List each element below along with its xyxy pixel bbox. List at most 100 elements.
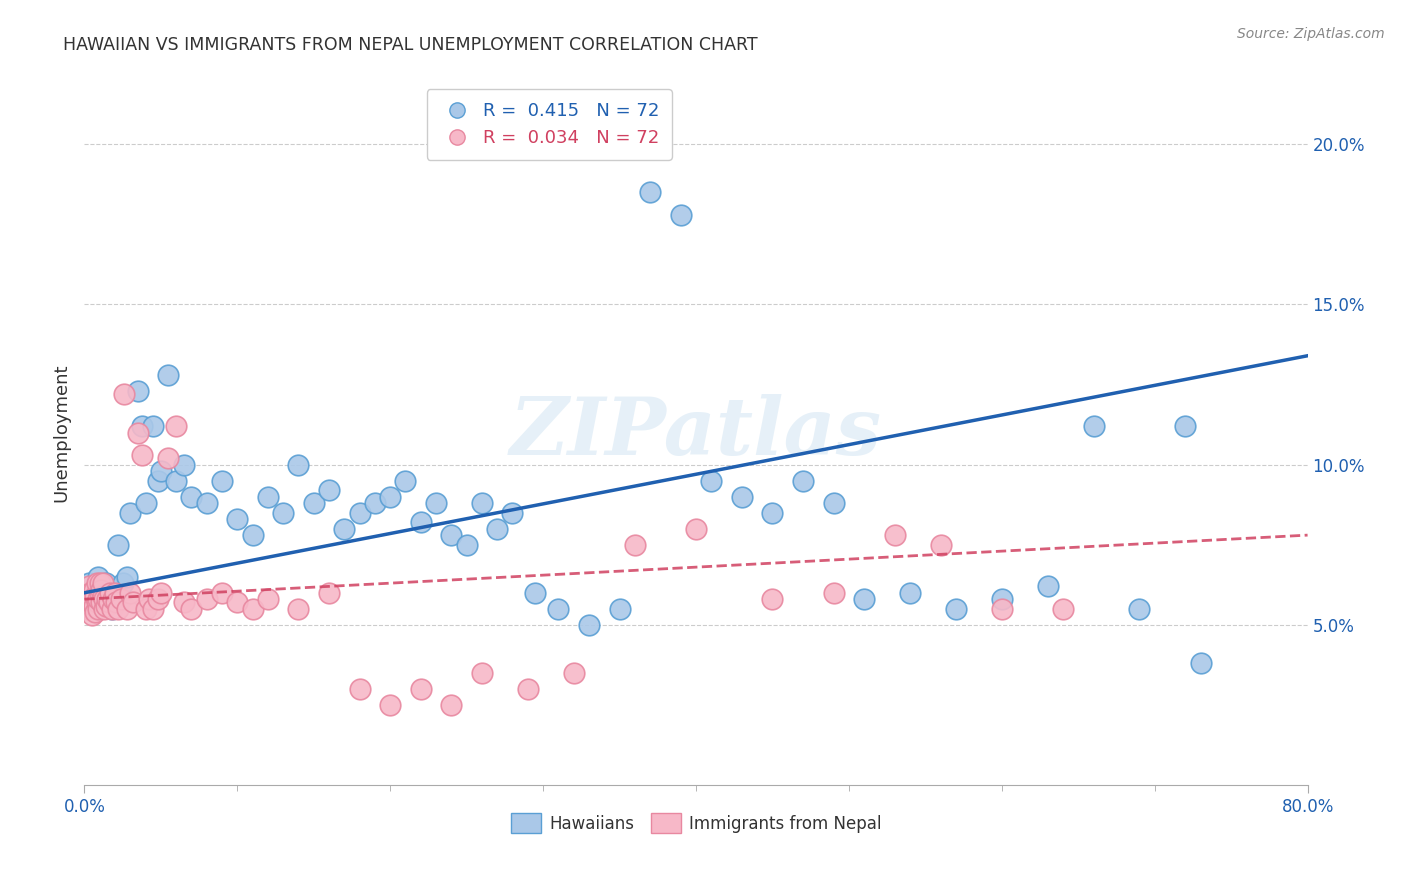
Point xyxy=(731,490,754,504)
Point xyxy=(120,586,142,600)
Point xyxy=(97,595,120,609)
Point xyxy=(142,601,165,615)
Point xyxy=(110,592,132,607)
Point xyxy=(75,592,97,607)
Point xyxy=(104,586,127,600)
Point xyxy=(257,592,280,607)
Point xyxy=(425,496,447,510)
Point xyxy=(180,601,202,615)
Point xyxy=(80,608,103,623)
Point xyxy=(96,592,118,607)
Point xyxy=(146,474,169,488)
Point xyxy=(142,419,165,434)
Point xyxy=(1036,579,1059,593)
Legend: Hawaiians, Immigrants from Nepal: Hawaiians, Immigrants from Nepal xyxy=(503,806,889,840)
Point xyxy=(101,601,124,615)
Point xyxy=(883,528,905,542)
Point xyxy=(364,496,387,510)
Point xyxy=(440,528,463,542)
Point xyxy=(349,681,371,696)
Point xyxy=(83,582,105,597)
Point xyxy=(898,586,921,600)
Point xyxy=(165,474,187,488)
Point xyxy=(87,601,110,615)
Point xyxy=(157,368,180,382)
Point xyxy=(87,592,110,607)
Point xyxy=(84,595,107,609)
Point xyxy=(86,595,108,609)
Point xyxy=(318,586,340,600)
Point xyxy=(609,601,631,615)
Point xyxy=(165,419,187,434)
Point xyxy=(146,592,169,607)
Point xyxy=(157,451,180,466)
Point xyxy=(115,570,138,584)
Point xyxy=(131,419,153,434)
Point xyxy=(195,496,218,510)
Point xyxy=(94,599,117,613)
Point xyxy=(761,592,783,607)
Point xyxy=(823,496,845,510)
Point xyxy=(823,586,845,600)
Point xyxy=(97,586,120,600)
Point xyxy=(135,601,157,615)
Point xyxy=(318,483,340,498)
Text: ZIPatlas: ZIPatlas xyxy=(510,394,882,471)
Point xyxy=(700,474,723,488)
Point xyxy=(89,576,111,591)
Point xyxy=(96,595,118,609)
Point xyxy=(127,425,149,440)
Point xyxy=(91,576,114,591)
Point xyxy=(77,579,100,593)
Point xyxy=(440,698,463,712)
Point xyxy=(287,458,309,472)
Point xyxy=(111,576,134,591)
Point xyxy=(471,665,494,680)
Point xyxy=(669,208,692,222)
Point xyxy=(945,601,967,615)
Point xyxy=(685,522,707,536)
Y-axis label: Unemployment: Unemployment xyxy=(52,363,70,502)
Point xyxy=(173,595,195,609)
Point xyxy=(94,576,117,591)
Point xyxy=(562,665,585,680)
Point xyxy=(502,506,524,520)
Point xyxy=(103,592,125,607)
Point xyxy=(86,576,108,591)
Point xyxy=(149,586,172,600)
Point xyxy=(91,589,114,603)
Point xyxy=(180,490,202,504)
Point xyxy=(333,522,356,536)
Point xyxy=(89,592,111,607)
Point xyxy=(792,474,814,488)
Point xyxy=(93,601,115,615)
Point xyxy=(929,538,952,552)
Point xyxy=(98,586,121,600)
Point xyxy=(1052,601,1074,615)
Point xyxy=(86,579,108,593)
Point xyxy=(76,586,98,600)
Point xyxy=(83,601,105,615)
Point xyxy=(149,464,172,478)
Point xyxy=(77,576,100,591)
Point xyxy=(853,592,876,607)
Point xyxy=(380,698,402,712)
Point xyxy=(79,601,101,615)
Point xyxy=(84,605,107,619)
Point xyxy=(271,506,294,520)
Point xyxy=(79,592,101,607)
Point xyxy=(173,458,195,472)
Point xyxy=(471,496,494,510)
Point xyxy=(138,592,160,607)
Point xyxy=(101,601,124,615)
Point xyxy=(1189,657,1212,671)
Point xyxy=(89,586,111,600)
Point xyxy=(1083,419,1105,434)
Point xyxy=(211,474,233,488)
Point xyxy=(409,516,432,530)
Point xyxy=(409,681,432,696)
Point xyxy=(104,586,127,600)
Point xyxy=(135,496,157,510)
Point xyxy=(456,538,478,552)
Point xyxy=(80,586,103,600)
